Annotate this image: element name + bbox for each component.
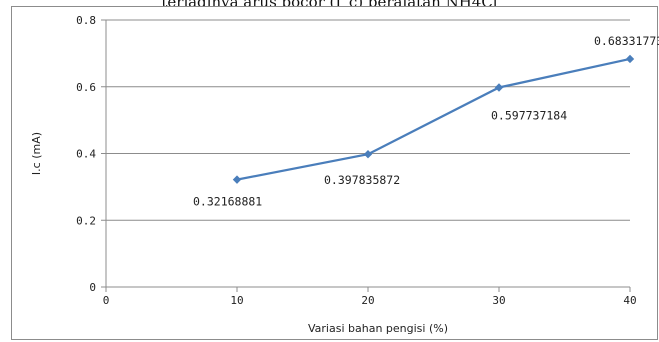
y-tick-label: 0 [89, 281, 96, 294]
chart-title: terjadinya arus bocor (I_c) peralatan NH… [0, 0, 659, 11]
x-tick-label: 20 [361, 294, 374, 307]
series-line [236, 57, 631, 181]
y-tick-labels: 0 0.2 0.4 0.6 0.8 [76, 14, 96, 294]
chart-frame [11, 6, 658, 340]
data-labels: 0.32168881 0.397835872 0.597737184 0.683317… [193, 34, 659, 209]
x-tick-label: 10 [230, 294, 243, 307]
data-point [494, 83, 504, 92]
axes [101, 19, 631, 292]
data-point [232, 175, 242, 184]
data-label: 0.397835872 [324, 173, 400, 187]
x-tick-label: 40 [623, 294, 636, 307]
x-tick-label: 0 [103, 294, 110, 307]
y-tick-label: 0.2 [76, 214, 96, 227]
data-point [363, 150, 373, 159]
y-axis-label: I.c (mA) [30, 132, 43, 175]
data-label: 0.32168881 [193, 195, 262, 209]
series-group [232, 54, 635, 184]
data-label: 0.68331773 [594, 34, 659, 48]
x-axis-label: Variasi bahan pengisi (%) [308, 322, 448, 335]
data-label: 0.597737184 [491, 109, 567, 123]
x-tick-label: 30 [492, 294, 505, 307]
y-tick-label: 0.6 [76, 81, 96, 94]
y-tick-label: 0.4 [76, 148, 96, 161]
data-point [625, 54, 635, 64]
y-tick-label: 0.8 [76, 14, 96, 27]
x-tick-labels: 0 10 20 30 40 [103, 294, 637, 307]
